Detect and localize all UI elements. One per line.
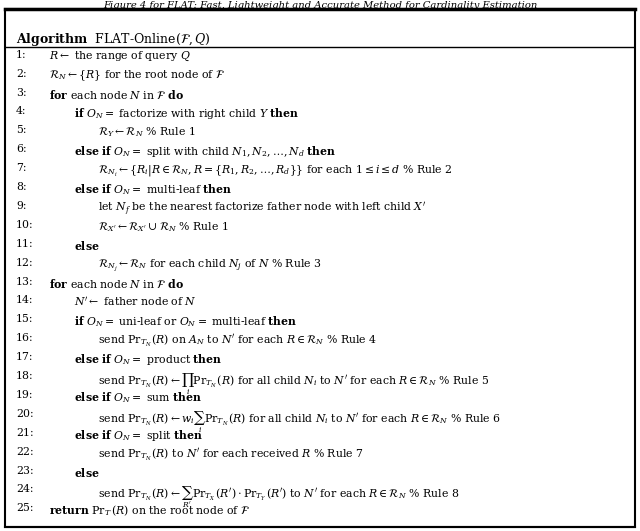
Text: $\mathbf{else}$ $\mathbf{if}$ $O_N =$ split with child $N_1, N_2, \ldots, N_d$ $: $\mathbf{else}$ $\mathbf{if}$ $O_N =$ sp…: [74, 144, 336, 159]
Text: 15:: 15:: [16, 314, 33, 324]
Text: 20:: 20:: [16, 409, 34, 419]
Text: $\mathbf{for}$ each node $N$ in $\mathcal{F}$ $\mathbf{do}$: $\mathbf{for}$ each node $N$ in $\mathca…: [49, 277, 184, 289]
Text: Figure 4 for FLAT: Fast, Lightweight and Accurate Method for Cardinality Estimat: Figure 4 for FLAT: Fast, Lightweight and…: [103, 1, 537, 10]
Text: 5:: 5:: [16, 125, 26, 135]
Text: $\mathbf{else}$ $\mathbf{if}$ $O_N =$ product $\mathbf{then}$: $\mathbf{else}$ $\mathbf{if}$ $O_N =$ pr…: [74, 352, 222, 367]
Text: send $\Pr_{T_N}(R) \leftarrow \sum_{R'} \Pr_{T_X}(R') \cdot \Pr_{T_Y}(R')$ to $N: send $\Pr_{T_N}(R) \leftarrow \sum_{R'} …: [98, 484, 460, 510]
Text: $\mathbf{else}$ $\mathbf{if}$ $O_N =$ split $\mathbf{then}$: $\mathbf{else}$ $\mathbf{if}$ $O_N =$ sp…: [74, 428, 203, 443]
Text: $\mathbf{else}$: $\mathbf{else}$: [74, 466, 99, 478]
Text: 7:: 7:: [16, 163, 26, 173]
Text: 19:: 19:: [16, 390, 33, 400]
Text: $\mathbf{for}$ each node $N$ in $\mathcal{F}$ $\mathbf{do}$: $\mathbf{for}$ each node $N$ in $\mathca…: [49, 88, 184, 100]
Text: 3:: 3:: [16, 88, 27, 98]
Text: 6:: 6:: [16, 144, 27, 154]
Text: $\mathcal{R}_{N_j} \leftarrow \mathcal{R}_N$ for each child $N_j$ of $N$ % Rule : $\mathcal{R}_{N_j} \leftarrow \mathcal{R…: [98, 258, 321, 273]
Text: 25:: 25:: [16, 503, 33, 513]
Text: 23:: 23:: [16, 466, 34, 476]
Text: $\mathbf{else}$ $\mathbf{if}$ $O_N =$ sum $\mathbf{then}$: $\mathbf{else}$ $\mathbf{if}$ $O_N =$ su…: [74, 390, 202, 405]
Text: $\mathbf{else}$: $\mathbf{else}$: [74, 239, 99, 252]
Text: $N' \leftarrow$ father node of $N$: $N' \leftarrow$ father node of $N$: [74, 295, 196, 309]
Text: send $\Pr_{T_N}(R)$ on $A_N$ to $N'$ for each $R \in \mathcal{R}_N$ % Rule 4: send $\Pr_{T_N}(R)$ on $A_N$ to $N'$ for…: [98, 333, 377, 349]
Text: 2:: 2:: [16, 68, 27, 79]
Text: $\mathbf{Algorithm}$  FLAT-Online($\mathcal{F},Q$): $\mathbf{Algorithm}$ FLAT-Online($\mathc…: [16, 31, 211, 48]
Text: 17:: 17:: [16, 352, 33, 362]
Text: $\mathcal{R}_{X'} \leftarrow \mathcal{R}_{X'} \cup \mathcal{R}_N$ % Rule 1: $\mathcal{R}_{X'} \leftarrow \mathcal{R}…: [98, 220, 228, 234]
Text: 1:: 1:: [16, 50, 27, 59]
Text: send $\Pr_{T_N}(R)$ to $N'$ for each received $R$ % Rule 7: send $\Pr_{T_N}(R)$ to $N'$ for each rec…: [98, 447, 364, 463]
Text: send $\Pr_{T_N}(R) \leftarrow w_i \sum_i \Pr_{T_N}(R)$ for all child $N_i$ to $N: send $\Pr_{T_N}(R) \leftarrow w_i \sum_i…: [98, 409, 500, 434]
Text: 11:: 11:: [16, 239, 34, 249]
Text: 22:: 22:: [16, 447, 34, 457]
Text: 14:: 14:: [16, 295, 33, 305]
Text: $\mathbf{else}$ $\mathbf{if}$ $O_N =$ multi-leaf $\mathbf{then}$: $\mathbf{else}$ $\mathbf{if}$ $O_N =$ mu…: [74, 182, 232, 197]
FancyBboxPatch shape: [5, 9, 635, 527]
Text: $\mathcal{R}_{N_i} \leftarrow \{R_i | R \in \mathcal{R}_N, R = \{R_1, R_2, \ldot: $\mathcal{R}_{N_i} \leftarrow \{R_i | R …: [98, 163, 452, 178]
Text: $\mathbf{return}$ $\Pr_T(R)$ on the root node of $\mathcal{F}$: $\mathbf{return}$ $\Pr_T(R)$ on the root…: [49, 503, 250, 518]
Text: $\mathbf{if}$ $O_N =$ uni-leaf or $O_N =$ multi-leaf $\mathbf{then}$: $\mathbf{if}$ $O_N =$ uni-leaf or $O_N =…: [74, 314, 297, 329]
Text: $\mathbf{if}$ $O_N =$ factorize with right child $Y$ $\mathbf{then}$: $\mathbf{if}$ $O_N =$ factorize with rig…: [74, 106, 299, 122]
Text: 21:: 21:: [16, 428, 34, 438]
Text: 10:: 10:: [16, 220, 34, 230]
Text: 13:: 13:: [16, 277, 34, 287]
Text: send $\Pr_{T_N}(R) \leftarrow \prod_i \Pr_{T_N}(R)$ for all child $N_i$ to $N'$ : send $\Pr_{T_N}(R) \leftarrow \prod_i \P…: [98, 371, 489, 397]
Text: 18:: 18:: [16, 371, 34, 381]
Text: 8:: 8:: [16, 182, 27, 192]
Text: 4:: 4:: [16, 106, 26, 116]
Text: 12:: 12:: [16, 258, 34, 268]
Text: 24:: 24:: [16, 484, 33, 494]
Text: $\mathcal{R}_N \leftarrow \{R\}$ for the root node of $\mathcal{F}$: $\mathcal{R}_N \leftarrow \{R\}$ for the…: [49, 68, 225, 83]
Text: $\mathcal{R}_Y \leftarrow \mathcal{R}_N$ % Rule 1: $\mathcal{R}_Y \leftarrow \mathcal{R}_N$…: [98, 125, 195, 139]
Text: let $N_f$ be the nearest factorize father node with left child $X'$: let $N_f$ be the nearest factorize fathe…: [98, 201, 426, 218]
Text: 16:: 16:: [16, 333, 34, 343]
Text: 9:: 9:: [16, 201, 26, 211]
Text: $R \leftarrow$ the range of query $Q$: $R \leftarrow$ the range of query $Q$: [49, 50, 191, 63]
